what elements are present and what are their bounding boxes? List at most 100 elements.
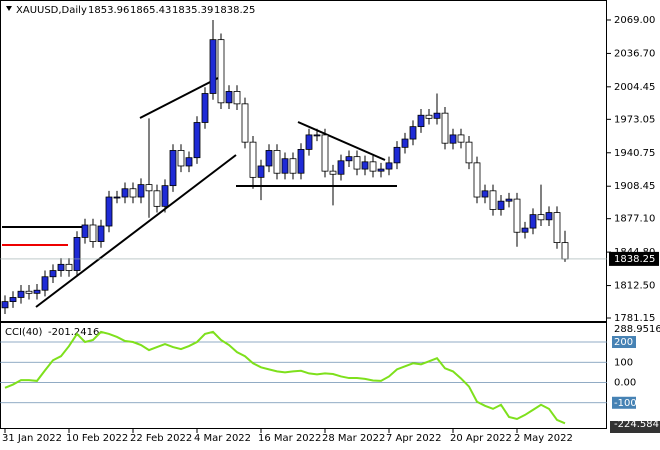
ohlc-low: 1835.39 (172, 5, 213, 16)
y-tick-label: 288.9516 (614, 324, 660, 335)
y-tick-label: 1940.75 (614, 148, 655, 159)
candle-body (409, 126, 417, 140)
candle-body (561, 242, 569, 260)
candle-body (497, 200, 505, 210)
candle-body (345, 156, 353, 162)
candle-body (161, 185, 169, 207)
candle-body (265, 150, 273, 167)
x-tick-label: 10 Feb 2022 (66, 433, 128, 444)
y-tick-label: 1908.45 (614, 181, 655, 192)
candle-body (457, 134, 465, 143)
candle-body (385, 162, 393, 170)
candle-body (105, 196, 113, 227)
title-icon (6, 6, 12, 11)
candle-body (417, 114, 425, 128)
candle-body (353, 156, 361, 170)
candle-body (17, 290, 25, 298)
candle-body (281, 158, 289, 174)
candle-body (401, 138, 409, 148)
candle-body (441, 112, 449, 144)
ohlc-open: 1853.96 (88, 5, 129, 16)
candle-body (545, 212, 553, 221)
candle-body (177, 150, 185, 167)
candle-body (89, 224, 97, 242)
candle-body (377, 168, 385, 172)
candle-body (529, 214, 537, 229)
candle-body (273, 150, 281, 174)
candle-body (241, 103, 249, 143)
candle-body (257, 165, 265, 178)
y-tick-label: 2036.70 (614, 48, 655, 59)
candle-body (321, 134, 329, 172)
candle-body (153, 190, 161, 207)
x-tick-label: 22 Feb 2022 (130, 433, 192, 444)
candle-body (521, 227, 529, 233)
last-price-label: 1838.25 (614, 254, 655, 265)
limit-label-box (610, 421, 660, 433)
candle-body (329, 170, 337, 175)
candle-body (65, 263, 73, 271)
candle-body (9, 297, 17, 303)
candle-body (25, 290, 33, 294)
candle-body (145, 184, 153, 192)
level-label-box (612, 336, 636, 349)
y-tick-label: -100 (614, 398, 637, 409)
candle-body (361, 161, 369, 170)
level-label-box (612, 396, 636, 409)
y-tick-label: 0.00 (614, 378, 636, 389)
candle-body (313, 134, 321, 137)
y-tick-label: 1781.15 (614, 313, 655, 324)
x-tick-label: 4 Mar 2022 (194, 433, 251, 444)
candle-body (505, 198, 513, 202)
candle-body (393, 146, 401, 164)
candle-body (121, 188, 129, 198)
candle-body (449, 134, 457, 144)
candle-body (489, 190, 497, 210)
cci-line (4, 330, 566, 425)
candle-body (289, 158, 297, 174)
candle-body (73, 237, 81, 271)
candle-body (481, 190, 489, 198)
candle-body (81, 224, 89, 238)
candle-body (225, 91, 233, 104)
candle-body (425, 114, 433, 119)
trendline (297, 121, 386, 161)
x-tick-label: 31 Jan 2022 (2, 433, 62, 444)
x-tick-label: 20 Apr 2022 (450, 433, 512, 444)
candle-body (169, 150, 177, 187)
candle-body (41, 276, 49, 291)
candle-body (129, 188, 137, 198)
x-tick-label: 16 Mar 2022 (258, 433, 321, 444)
candle-body (473, 162, 481, 198)
candle-body (433, 112, 441, 119)
y-tick-label: 1812.50 (614, 281, 655, 292)
last-price-box (609, 251, 659, 266)
y-tick-label: 2069.00 (614, 15, 655, 26)
candle-body (57, 263, 65, 271)
candle-body (369, 161, 377, 172)
candle-body (185, 157, 193, 167)
cci-value: -201.2416 (48, 327, 99, 338)
candle-body (49, 270, 57, 278)
chart-title: XAUUSD,Daily (16, 5, 87, 16)
cci-panel-frame (0, 322, 607, 429)
ohlc-high: 1865.43 (130, 5, 171, 16)
candle-body (513, 198, 521, 233)
x-tick-label: 7 Apr 2022 (386, 433, 441, 444)
candle-body (553, 212, 561, 243)
trendline (139, 77, 219, 119)
y-tick-label: 1973.05 (614, 114, 655, 125)
trendline (35, 154, 237, 308)
candle-body (1, 301, 9, 309)
candle-body (137, 184, 145, 198)
candle-body (233, 91, 241, 105)
candle-body (209, 39, 217, 94)
candle-body (297, 149, 305, 174)
candle-body (249, 141, 257, 178)
price-panel-frame (0, 0, 607, 322)
y-tick-label: 200 (614, 337, 633, 348)
y-tick-label: 2004.45 (614, 82, 655, 93)
x-tick-label: 28 Mar 2022 (322, 433, 385, 444)
